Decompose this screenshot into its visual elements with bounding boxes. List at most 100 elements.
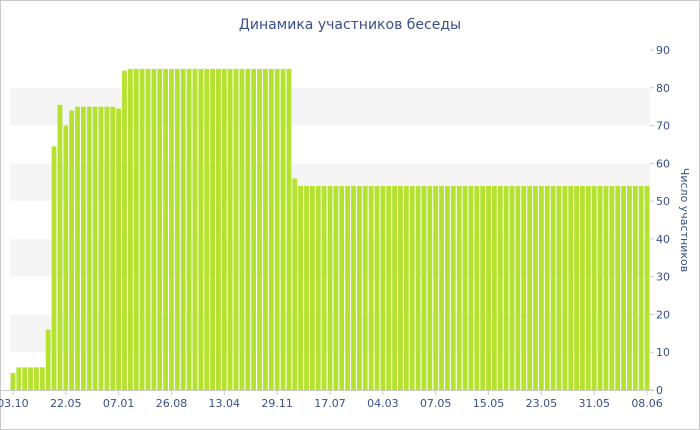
bar [427,186,433,390]
bar [439,186,444,390]
bar [486,186,491,390]
bar [497,186,503,390]
bar [368,186,374,390]
y-axis-label: Число участников [678,168,691,272]
bar [403,186,409,390]
bar [45,329,51,390]
bar [345,186,351,390]
y-tick-label: 0 [656,384,663,397]
x-tick-label: 13.04 [209,397,241,410]
bar [286,68,292,390]
bar [356,186,362,390]
bar [239,68,245,390]
bar [69,110,75,390]
bar [591,186,597,390]
bar [450,186,456,390]
bar [28,367,33,390]
bar [274,68,280,390]
bar [139,68,145,390]
bar [521,186,527,390]
bar [627,186,632,390]
bar [263,68,268,390]
bar [268,68,274,390]
x-tick-label: 23.05 [526,397,558,410]
y-tick-label: 80 [656,82,670,95]
chart-title: Динамика участников беседы [239,17,461,33]
bar [92,106,98,391]
y-ticks: 0 10 20 30 40 50 60 70 80 90 [650,44,670,397]
bar [204,68,210,390]
x-ticks: 03.10 22.05 07.01 26.08 13.04 29.11 17.07 04.03… [0,390,663,410]
y-tick-label: 40 [656,233,670,246]
bar [503,186,509,390]
x-tick-label: 22.05 [50,397,82,410]
bar [509,186,515,390]
bar [304,186,309,390]
bar [86,106,92,391]
bar [374,186,380,390]
bar [245,68,251,390]
y-tick-label: 10 [656,346,670,359]
bar [480,186,486,390]
x-tick-label: 07.05 [420,397,452,410]
bar [221,68,227,390]
y-tick-label: 90 [656,44,670,57]
bar [597,186,603,390]
bar [615,186,621,390]
x-tick-label: 17.07 [314,397,346,410]
bar [433,186,439,390]
bar [292,178,298,390]
bar [16,367,22,390]
bar [556,186,562,390]
bar [180,68,186,390]
x-tick-label: 31.05 [578,397,610,410]
bar [22,367,28,390]
bars [10,68,650,391]
x-tick-label: 26.08 [156,397,188,410]
bar [603,186,609,390]
bar [339,186,345,390]
bar [51,146,57,390]
x-tick-label: 08.06 [631,397,663,410]
bar [57,104,63,390]
x-tick-label: 29.11 [261,397,293,410]
x-tick-label: 03.10 [0,397,29,410]
bar [392,186,397,390]
bar [186,68,192,390]
bar [415,186,421,390]
bar [538,186,544,390]
y-tick-label: 30 [656,271,670,284]
bar [632,186,638,390]
bar [63,125,69,390]
x-tick-label: 07.01 [103,397,135,410]
bar [533,186,538,390]
bar [298,186,304,390]
bar [351,186,356,390]
bar [133,68,139,390]
bar [257,68,262,390]
bar [421,186,427,390]
bar [233,68,239,390]
bar [210,68,215,390]
bar [227,68,233,390]
bar [562,186,568,390]
bar [580,186,585,390]
bar [398,186,403,390]
x-tick-label: 04.03 [367,397,399,410]
bar [574,186,580,390]
bar [544,186,550,390]
bar [380,186,386,390]
bar [638,186,644,390]
bar [568,186,574,390]
bar [462,186,468,390]
bar [321,186,327,390]
bar [515,186,521,390]
y-tick-label: 60 [656,157,670,170]
bar [251,68,257,390]
bar [409,186,415,390]
y-tick-label: 70 [656,120,670,133]
bar [145,68,151,390]
bar [39,367,45,390]
bar [192,68,198,390]
